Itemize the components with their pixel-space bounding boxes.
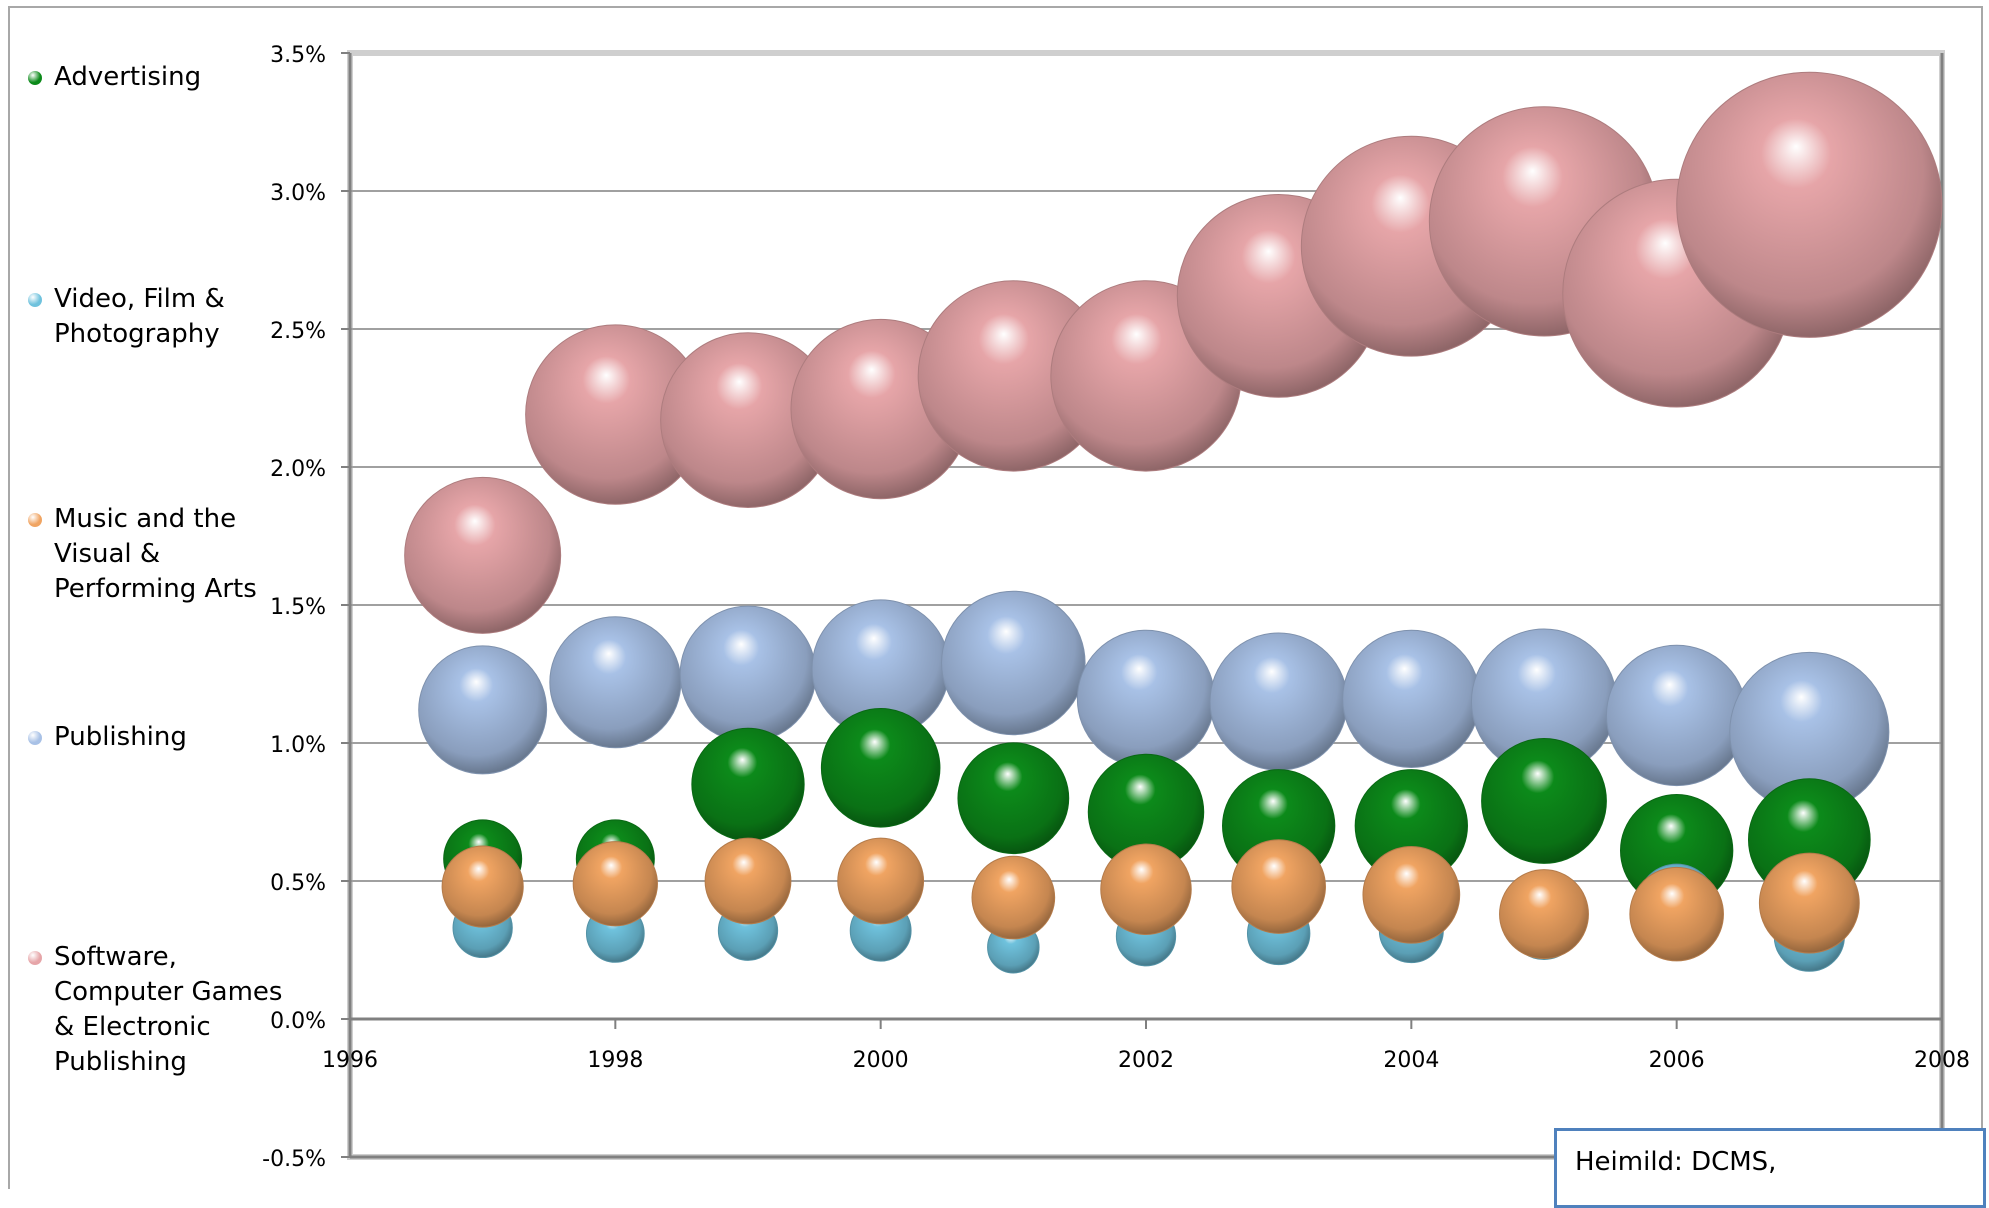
bubble-point xyxy=(1629,866,1724,962)
bubble-point xyxy=(957,742,1070,855)
bubble-point xyxy=(1605,644,1748,787)
bubble-point xyxy=(572,841,658,927)
x-tick-label: 1996 xyxy=(322,1048,378,1073)
x-tick-label: 1998 xyxy=(587,1048,643,1073)
bubble-point xyxy=(971,855,1056,940)
bubble-point xyxy=(691,727,805,842)
bubble-point xyxy=(704,837,792,925)
y-tick-label: 0.0% xyxy=(270,1009,326,1034)
bubble-point xyxy=(1209,632,1348,771)
x-tick-label: 2002 xyxy=(1118,1048,1174,1073)
bubble-point xyxy=(1481,738,1607,864)
bubble-point xyxy=(837,837,925,925)
source-note: Heimild: DCMS, xyxy=(1554,1128,1986,1208)
legend-label: Software, Computer Games & Electronic Pu… xyxy=(54,942,283,1077)
bubble-point xyxy=(1231,839,1326,934)
x-tick-label: 2006 xyxy=(1649,1048,1705,1073)
legend-item-video-film: Video, Film & Photography xyxy=(28,282,244,352)
blue-bubble-icon xyxy=(28,731,42,745)
x-tick-label: 2004 xyxy=(1383,1048,1439,1073)
bubble-point xyxy=(441,845,524,928)
bubble-point xyxy=(1499,869,1589,960)
source-text: Heimild: DCMS, xyxy=(1575,1147,1777,1177)
bubble-point xyxy=(1342,629,1481,768)
green-bubble-icon xyxy=(28,71,42,85)
orange-bubble-icon xyxy=(28,513,42,527)
y-tick-label: 3.5% xyxy=(270,43,326,68)
bubble-point xyxy=(549,616,682,749)
legend-label: Music and the Visual & Performing Arts xyxy=(54,504,257,604)
chart-frame xyxy=(8,6,1983,1189)
bubble-marks xyxy=(404,71,1943,974)
bubble-point xyxy=(418,645,548,775)
bubble-point xyxy=(941,590,1086,736)
bubble-point xyxy=(1100,843,1192,936)
bubble-point xyxy=(404,476,562,634)
bubble-point xyxy=(1676,71,1943,338)
legend-item-advertising: Advertising xyxy=(28,60,324,95)
legend-item-music-arts: Music and the Visual & Performing Arts xyxy=(28,502,309,607)
legend-item-publishing: Publishing xyxy=(28,720,324,755)
legend-item-software: Software, Computer Games & Electronic Pu… xyxy=(28,940,299,1080)
bubble-point xyxy=(1076,629,1216,768)
y-tick-label: 1.5% xyxy=(270,595,326,620)
bubble-point xyxy=(820,708,941,828)
pink-bubble-icon xyxy=(28,951,42,965)
x-tick-label: 2000 xyxy=(853,1048,909,1073)
y-axis-tick-labels: -0.5% 0.0% 0.5% 1.0% 1.5% 2.0% 2.5% 3.0% 3.5% xyxy=(262,43,326,1172)
x-tick-label: 2008 xyxy=(1914,1048,1970,1073)
cyan-bubble-icon xyxy=(28,293,42,307)
legend-label: Video, Film & Photography xyxy=(54,284,225,349)
x-axis-tick-labels: 1996 1998 2000 2002 2004 2006 2008 xyxy=(322,1048,1970,1073)
y-tick-label: 2.5% xyxy=(270,319,326,344)
legend-label: Publishing xyxy=(54,722,187,752)
y-tick-label: 3.0% xyxy=(270,181,326,206)
y-tick-label: 0.5% xyxy=(270,871,326,896)
bubble-point xyxy=(1362,845,1461,944)
y-tick-label: 2.0% xyxy=(270,457,326,482)
bubble-point xyxy=(1758,852,1860,954)
bubble-point xyxy=(679,605,817,743)
y-tick-label: 1.0% xyxy=(270,733,326,758)
y-tick-label: -0.5% xyxy=(262,1147,326,1172)
legend-label: Advertising xyxy=(54,62,202,92)
